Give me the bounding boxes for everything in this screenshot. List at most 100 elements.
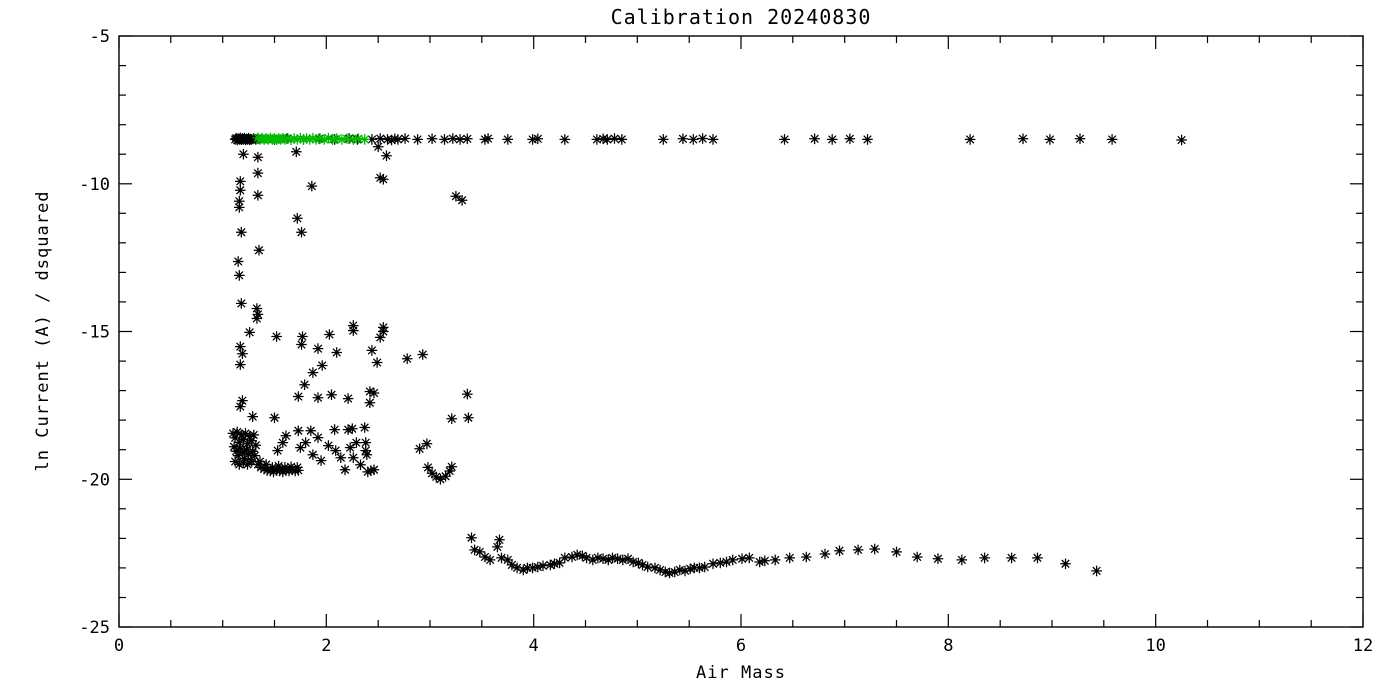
data-point-marker [456,195,468,206]
data-point-marker [688,134,699,145]
data-point-marker [295,442,306,453]
tick-labels: 0 2 4 6 8 10 12 -25 -20 -15 -10 -5 [79,27,1373,656]
data-point-marker [252,167,264,179]
data-point-marker [364,386,376,397]
data-point-marker [255,462,267,473]
data-point-marker [414,443,425,455]
x-axis-title: Air Mass [696,663,786,683]
data-point-marker [277,466,289,478]
data-point-marker [891,546,902,558]
x-tick-label: 4 [529,636,539,656]
data-point-marker [1032,552,1043,564]
data-point-marker [252,309,264,320]
data-point-marker [348,325,359,336]
data-point-marker [234,195,245,207]
data-point-marker [252,190,264,201]
data-point-marker [254,456,266,467]
data-point-marker [956,554,968,566]
data-point-marker [587,554,599,566]
data-point-marker [244,327,255,338]
data-point-marker [247,445,258,457]
data-point-marker [1091,565,1102,577]
series-green-points [252,132,370,145]
data-point-marker [251,303,263,314]
data-point-marker [603,554,614,566]
data-point-marker [412,134,423,145]
data-point-marker [296,339,307,350]
data-point-marker [784,552,795,564]
data-point-marker [450,190,462,202]
data-point-marker [268,466,279,478]
data-point-marker [272,445,283,456]
data-point-marker [348,134,359,145]
data-point-marker [234,202,245,213]
data-point-marker [660,566,671,578]
y-tick-label: -20 [79,470,110,490]
data-point-marker [654,564,666,576]
data-point-marker [537,560,549,572]
data-point-marker [549,558,560,570]
data-point-marker [446,461,458,473]
data-point-marker [323,132,334,144]
data-point-marker [238,457,249,469]
data-point-marker [316,360,328,371]
data-point-marker [243,448,254,460]
series-black-points [227,132,1187,579]
data-point-marker [633,557,644,569]
data-point-marker [592,552,604,564]
data-point-marker [463,412,474,424]
data-point-marker [298,134,309,145]
data-point-marker [911,551,923,563]
data-point-marker [285,134,297,145]
data-point-marker [492,541,503,553]
data-point-marker [232,450,244,461]
data-point-marker [361,449,373,460]
data-point-marker [744,552,755,564]
data-point-marker [466,532,477,544]
data-point-marker [502,134,513,145]
data-point-marker [496,552,507,564]
data-point-marker [351,437,362,448]
data-point-marker [244,431,255,442]
data-point-marker [235,176,246,187]
data-point-marker [239,453,250,464]
data-point-marker [267,462,278,473]
chart-title: Calibration 20240830 [611,5,872,29]
data-point-marker [235,359,246,370]
data-point-marker [297,331,308,342]
data-point-marker [826,134,838,145]
data-point-marker [426,133,438,145]
data-point-marker [371,357,383,368]
data-point-marker [344,442,356,453]
data-point-marker [401,353,413,364]
data-point-marker [979,552,990,564]
data-point-marker [293,391,304,402]
y-tick-label: -15 [79,323,110,343]
data-point-marker [474,546,486,558]
data-point-marker [248,429,260,441]
data-point-marker [697,133,708,144]
data-point-marker [378,326,389,337]
data-point-marker [819,548,831,560]
data-point-marker [392,134,404,145]
data-point-marker [637,559,648,571]
data-point-marker [609,133,620,144]
data-point-marker [229,432,241,444]
data-point-marker [235,442,246,454]
data-point-marker [386,134,397,146]
data-point-marker [439,134,450,145]
data-point-marker [250,440,262,451]
data-point-marker [227,428,239,439]
data-point-marker [292,134,303,145]
data-point-marker [314,133,326,144]
data-point-marker [335,452,347,463]
data-point-marker [462,388,473,400]
x-tick-label: 6 [736,636,746,656]
data-point-marker [242,438,253,450]
data-point-marker [360,445,371,456]
x-tick-label: 12 [1353,636,1373,656]
data-point-marker [285,461,297,473]
data-point-marker [426,468,438,479]
data-point-marker [280,430,292,442]
data-point-marker [694,562,705,574]
